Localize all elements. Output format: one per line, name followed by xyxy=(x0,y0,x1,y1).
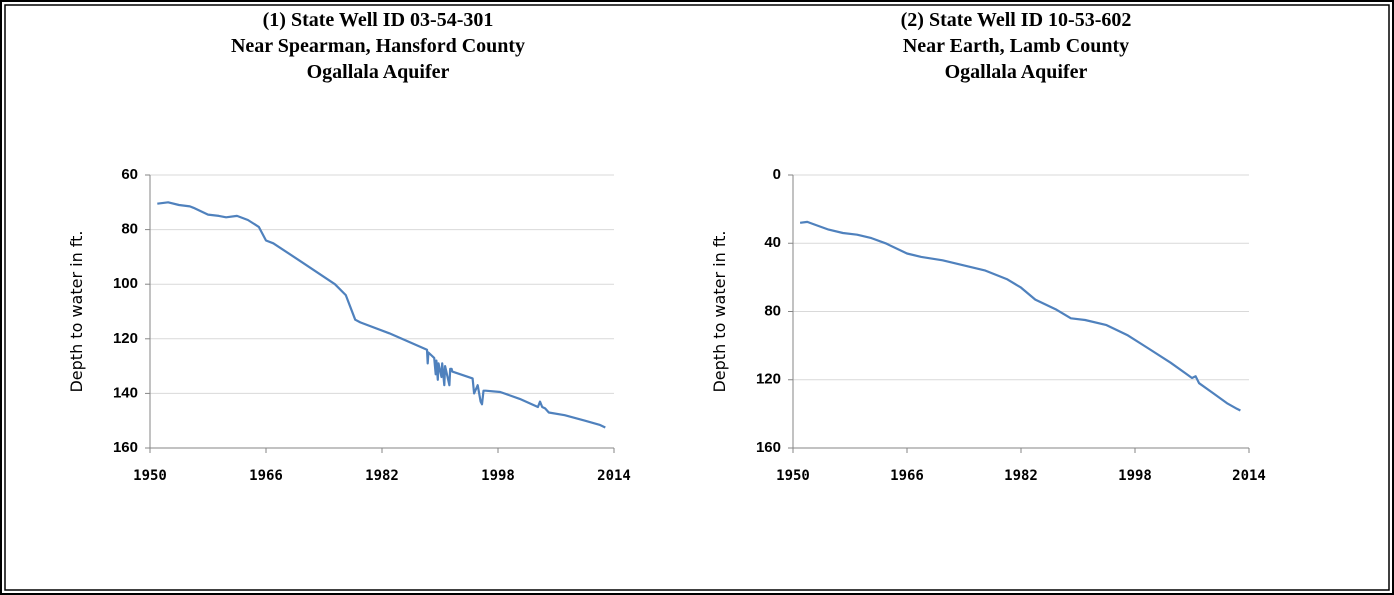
y-tick-label: 120 xyxy=(113,330,138,347)
x-tick-label: 1982 xyxy=(365,468,399,484)
y-tick-label: 0 xyxy=(773,166,781,183)
y-axis-label: Depth to water in ft. xyxy=(710,230,729,392)
y-tick-label: 160 xyxy=(113,439,138,456)
y-tick-label: 40 xyxy=(764,234,781,251)
chart-title: Near Earth, Lamb County xyxy=(903,35,1129,57)
chart-title: (1) State Well ID 03-54-301 xyxy=(263,9,494,31)
y-tick-label: 60 xyxy=(121,166,138,183)
x-tick-label: 1966 xyxy=(890,468,924,484)
y-tick-label: 100 xyxy=(113,275,138,292)
x-tick-label: 1950 xyxy=(133,468,167,484)
x-tick-label: 1966 xyxy=(249,468,283,484)
x-tick-label: 2014 xyxy=(597,468,631,484)
x-tick-label: 1950 xyxy=(776,468,810,484)
chart-title: Ogallala Aquifer xyxy=(945,61,1088,83)
y-tick-label: 120 xyxy=(756,371,781,388)
y-tick-label: 140 xyxy=(113,384,138,401)
y-tick-label: 160 xyxy=(756,439,781,456)
data-line xyxy=(157,201,606,429)
y-axis-label: Depth to water in ft. xyxy=(67,230,86,392)
x-tick-label: 1998 xyxy=(1118,468,1152,484)
frame-inner xyxy=(4,4,1390,591)
x-tick-label: 1982 xyxy=(1004,468,1038,484)
chart-title: (2) State Well ID 10-53-602 xyxy=(901,9,1132,31)
chart-title: Near Spearman, Hansford County xyxy=(231,35,525,57)
y-tick-label: 80 xyxy=(764,302,781,319)
x-tick-label: 1998 xyxy=(481,468,515,484)
chart-title: Ogallala Aquifer xyxy=(307,61,450,83)
y-tick-label: 80 xyxy=(121,221,138,238)
data-line xyxy=(799,220,1241,412)
x-tick-label: 2014 xyxy=(1232,468,1266,484)
